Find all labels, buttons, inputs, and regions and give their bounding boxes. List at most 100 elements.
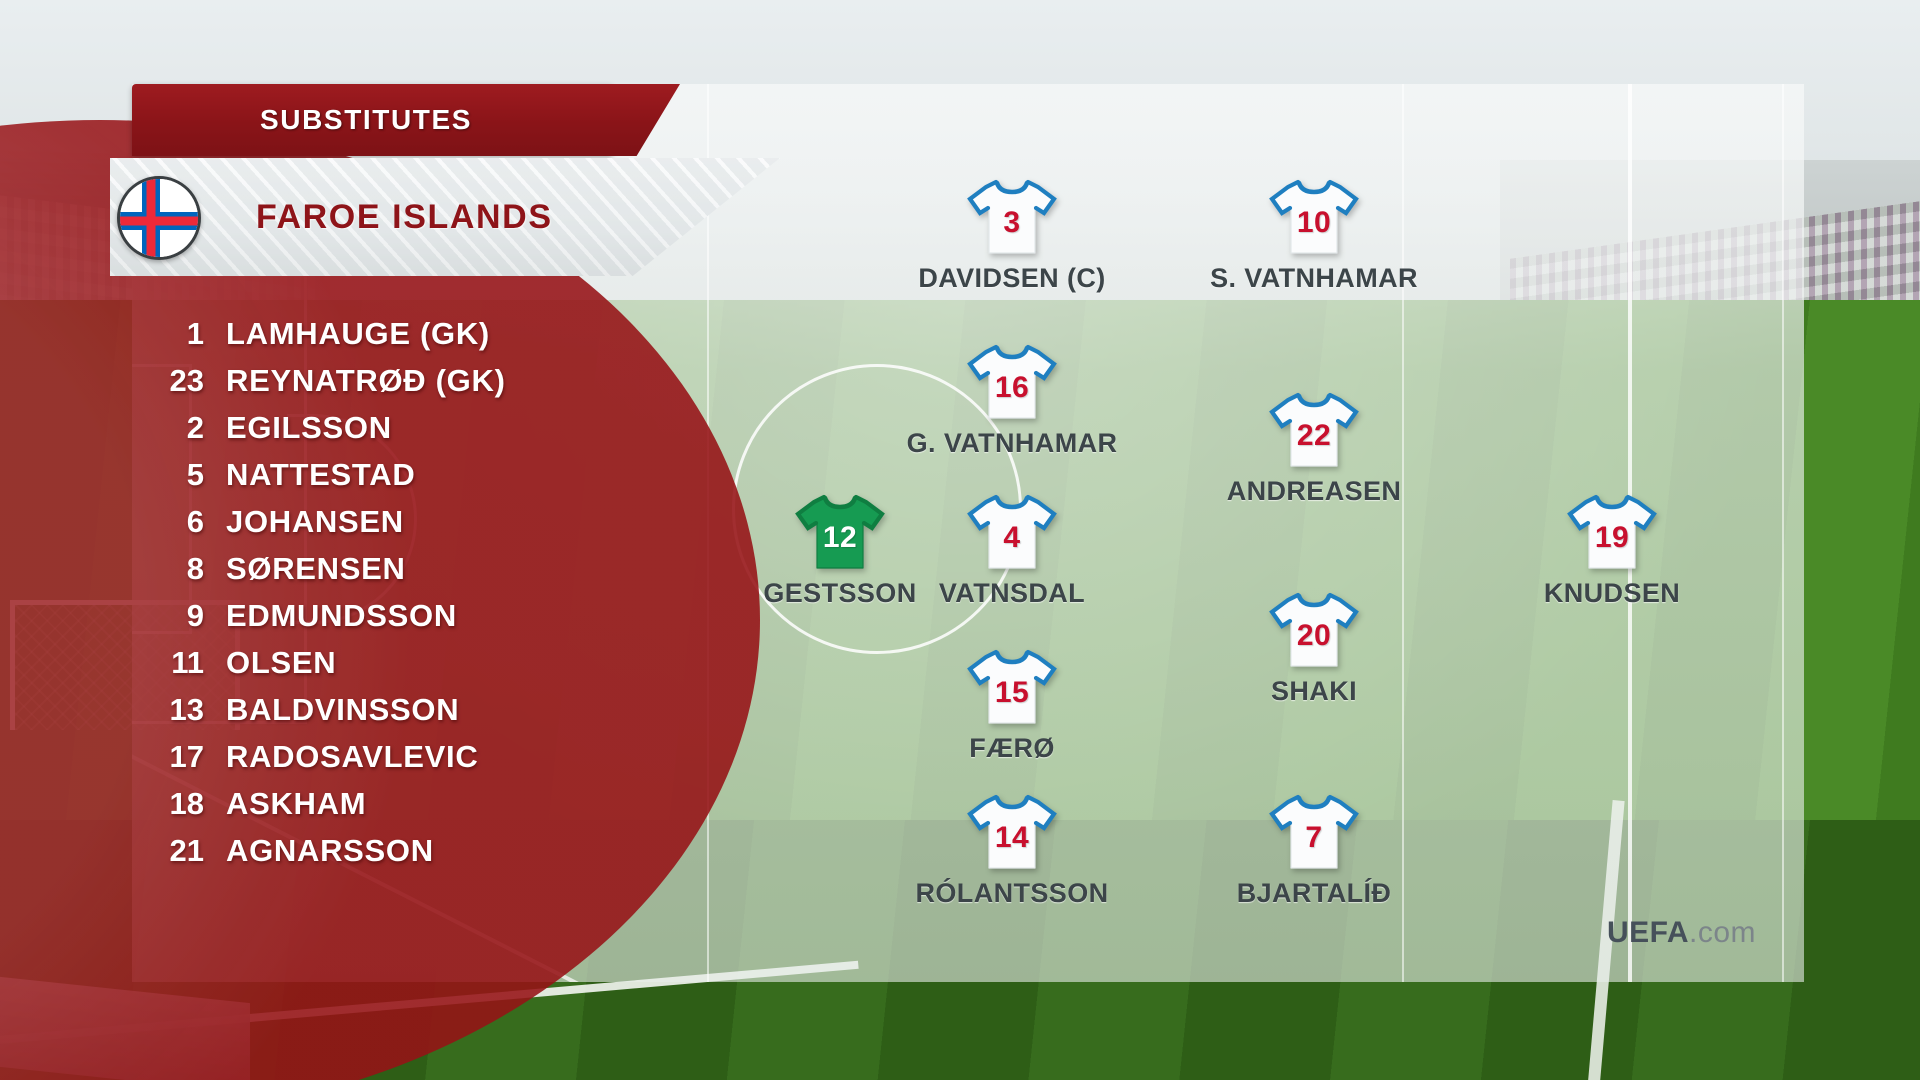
player-number: 10 xyxy=(1296,206,1332,239)
player-number: 3 xyxy=(1003,206,1021,239)
goalkeeper-shirt-icon: 12 xyxy=(794,490,886,574)
substitute-row: 8 SØRENSEN xyxy=(150,551,710,598)
pitch-player: 19 KNUDSEN xyxy=(1502,490,1722,609)
player-name: SHAKI xyxy=(1270,676,1357,706)
substitute-number: 17 xyxy=(169,739,204,774)
substitute-number: 5 xyxy=(186,457,204,492)
pitch-player: 20 SHAKI xyxy=(1204,588,1424,707)
substitute-name: LAMHAUGE (GK) xyxy=(226,316,490,351)
substitute-name: ASKHAM xyxy=(226,786,367,821)
pitch-player: 22 ANDREASEN xyxy=(1204,388,1424,507)
player-shirt-icon: 10 xyxy=(1268,175,1360,259)
shirt-graphic xyxy=(1268,790,1360,874)
substitute-name: EDMUNDSSON xyxy=(226,598,457,633)
substitute-number: 13 xyxy=(169,692,204,727)
pitch-player: 12 GESTSSON xyxy=(730,490,950,609)
substitute-row: 1 LAMHAUGE (GK) xyxy=(150,316,710,363)
player-number: 19 xyxy=(1594,521,1630,554)
player-number: 14 xyxy=(994,821,1030,854)
pitch-player: 4 VATNSDAL xyxy=(902,490,1122,609)
player-shirt-icon: 19 xyxy=(1566,490,1658,574)
substitute-row: 2 EGILSSON xyxy=(150,410,710,457)
shirt-graphic xyxy=(1268,588,1360,672)
player-shirt-icon: 14 xyxy=(966,790,1058,874)
substitute-row: 11 OLSEN xyxy=(150,645,710,692)
player-number: 16 xyxy=(994,371,1030,404)
player-shirt-icon: 22 xyxy=(1268,388,1360,472)
shirt-graphic xyxy=(966,340,1058,424)
player-name: DAVIDSEN (C) xyxy=(918,263,1106,293)
shirt-graphic xyxy=(966,175,1058,259)
panel-divider xyxy=(1402,84,1404,982)
substitute-row: 21 AGNARSSON xyxy=(150,833,710,880)
substitute-number: 2 xyxy=(186,410,204,445)
uefa-wordmark: UEFA xyxy=(1606,916,1689,949)
team-name: FAROE ISLANDS xyxy=(256,197,553,236)
player-number: 12 xyxy=(822,521,858,554)
player-name: GESTSSON xyxy=(763,578,917,608)
substitutes-header-bar xyxy=(132,84,612,156)
player-number: 22 xyxy=(1296,419,1332,452)
shirt-graphic xyxy=(794,490,886,574)
substitute-name: RADOSAVLEVIC xyxy=(226,739,479,774)
substitute-number: 9 xyxy=(186,598,204,633)
substitute-row: 23 REYNATRØÐ (GK) xyxy=(150,363,710,410)
player-number: 4 xyxy=(1003,521,1021,554)
substitute-name: BALDVINSSON xyxy=(226,692,460,727)
substitute-row: 17 RADOSAVLEVIC xyxy=(150,739,710,786)
substitutes-list: 1 LAMHAUGE (GK) 23 REYNATRØÐ (GK) 2 EGILSSON 5… xyxy=(150,316,710,880)
substitute-name: OLSEN xyxy=(226,645,337,680)
substitute-row: 6 JOHANSEN xyxy=(150,504,710,551)
pitch-player: 15 FÆRØ xyxy=(902,645,1122,764)
shirt-graphic xyxy=(1268,388,1360,472)
substitute-number: 18 xyxy=(169,786,204,821)
shirt-graphic xyxy=(1268,175,1360,259)
player-name: KNUDSEN xyxy=(1543,578,1681,608)
player-shirt-icon: 4 xyxy=(966,490,1058,574)
player-name: VATNSDAL xyxy=(938,578,1086,608)
substitute-name: SØRENSEN xyxy=(226,551,406,586)
player-shirt-icon: 15 xyxy=(966,645,1058,729)
player-name: G. VATNHAMAR xyxy=(906,428,1118,458)
substitute-row: 13 BALDVINSSON xyxy=(150,692,710,739)
pitch-player: 16 G. VATNHAMAR xyxy=(902,340,1122,459)
player-name: BJARTALÍÐ xyxy=(1236,878,1392,908)
player-number: 15 xyxy=(994,676,1030,709)
player-shirt-icon: 7 xyxy=(1268,790,1360,874)
player-shirt-icon: 3 xyxy=(966,175,1058,259)
substitute-name: REYNATRØÐ (GK) xyxy=(226,363,506,398)
player-number: 7 xyxy=(1305,821,1323,854)
substitute-name: EGILSSON xyxy=(226,410,392,445)
player-name: S. VATNHAMAR xyxy=(1210,263,1418,293)
player-name: ANDREASEN xyxy=(1226,476,1402,506)
player-name: RÓLANTSSON xyxy=(915,878,1109,908)
substitute-number: 21 xyxy=(169,833,204,868)
substitute-name: JOHANSEN xyxy=(226,504,404,539)
shirt-graphic xyxy=(966,790,1058,874)
player-shirt-icon: 20 xyxy=(1268,588,1360,672)
uefa-domain-suffix: .com xyxy=(1688,916,1756,949)
substitute-row: 18 ASKHAM xyxy=(150,786,710,833)
uefa-dot-com-logo: UEFA.com xyxy=(1607,916,1756,950)
pitch-player: 3 DAVIDSEN (C) xyxy=(902,175,1122,294)
faroe-islands-flag-icon xyxy=(117,176,201,260)
panel-divider xyxy=(1782,84,1784,982)
substitute-name: NATTESTAD xyxy=(226,457,416,492)
substitute-number: 11 xyxy=(171,645,204,680)
substitutes-title: SUBSTITUTES xyxy=(260,104,473,135)
substitute-number: 1 xyxy=(186,316,204,351)
shirt-graphic xyxy=(966,645,1058,729)
substitute-row: 9 EDMUNDSSON xyxy=(150,598,710,645)
substitute-row: 5 NATTESTAD xyxy=(150,457,710,504)
pitch-player: 7 BJARTALÍÐ xyxy=(1204,790,1424,909)
substitute-name: AGNARSSON xyxy=(226,833,434,868)
player-number: 20 xyxy=(1296,619,1332,652)
pitch-player: 10 S. VATNHAMAR xyxy=(1204,175,1424,294)
pitch-player: 14 RÓLANTSSON xyxy=(902,790,1122,909)
substitute-number: 8 xyxy=(186,551,204,586)
player-shirt-icon: 16 xyxy=(966,340,1058,424)
substitute-number: 23 xyxy=(169,363,204,398)
shirt-graphic xyxy=(966,490,1058,574)
shirt-graphic xyxy=(1566,490,1658,574)
